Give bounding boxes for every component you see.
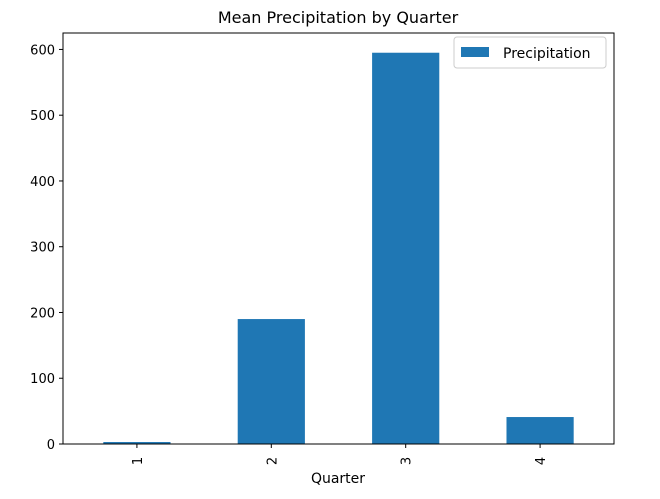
x-tick-label: 2 bbox=[265, 457, 280, 465]
bars-group bbox=[103, 52, 574, 445]
y-tick-label: 600 bbox=[30, 43, 55, 58]
y-tick-label: 100 bbox=[30, 372, 55, 387]
y-tick-label: 400 bbox=[30, 175, 55, 190]
x-axis: 1 2 3 4 bbox=[131, 444, 549, 465]
y-tick-label: 300 bbox=[30, 241, 55, 256]
x-axis-label: Quarter bbox=[311, 471, 365, 487]
plot-area: 0 100 200 300 400 500 600 1 2 3 4 bbox=[30, 32, 615, 465]
x-tick-label: 1 bbox=[131, 457, 146, 465]
legend-label: Precipitation bbox=[503, 46, 591, 62]
chart-title: Mean Precipitation by Quarter bbox=[218, 8, 459, 27]
bar-2 bbox=[237, 319, 305, 444]
y-tick-label: 200 bbox=[30, 306, 55, 321]
legend: Precipitation bbox=[453, 36, 607, 69]
plot-frame bbox=[62, 32, 615, 445]
y-axis: 0 100 200 300 400 500 600 bbox=[30, 43, 63, 453]
legend-swatch bbox=[461, 47, 489, 57]
x-tick-label: 4 bbox=[534, 457, 549, 465]
x-tick-label: 3 bbox=[400, 457, 415, 465]
y-tick-label: 0 bbox=[47, 438, 55, 453]
bar-1 bbox=[103, 442, 171, 444]
bar-3 bbox=[372, 52, 440, 445]
y-tick-label: 500 bbox=[30, 109, 55, 124]
bar-4 bbox=[506, 417, 574, 444]
legend-box bbox=[453, 36, 607, 69]
